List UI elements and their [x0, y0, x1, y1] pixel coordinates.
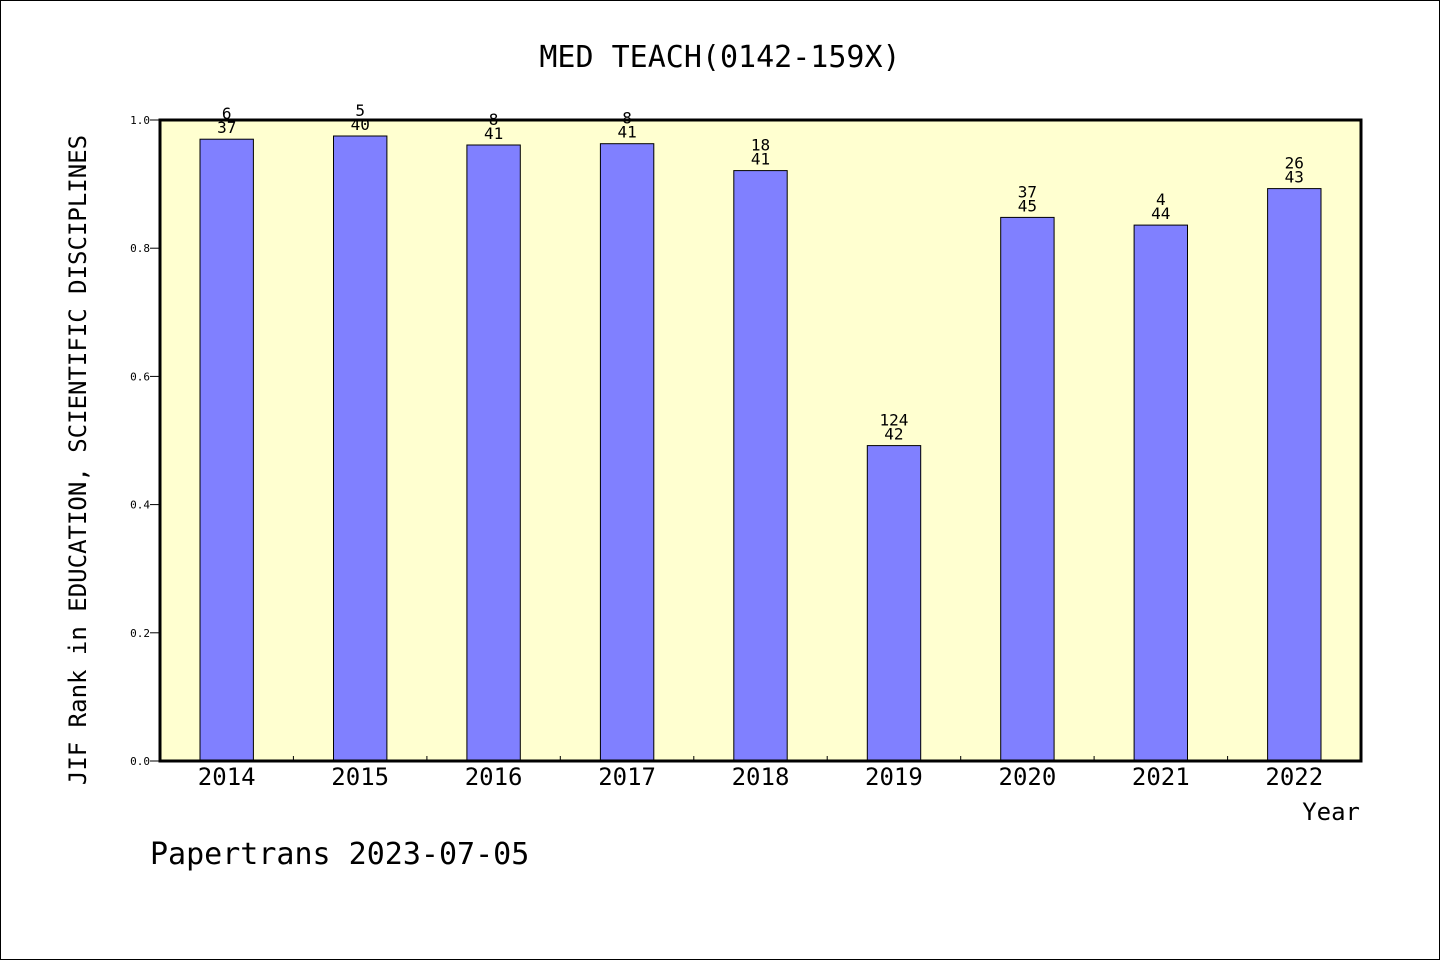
- y-tick-label: 0.4: [130, 499, 150, 512]
- x-tick-label-2022: 2022: [1265, 763, 1323, 791]
- footer-text: Papertrans 2023-07-05: [150, 837, 529, 872]
- y-ticks-group: 0.0 0.2 0.4 0.6 0.8 1.0: [130, 114, 160, 768]
- bar-2015: [333, 135, 388, 762]
- bar-2019: [866, 445, 922, 762]
- data-label-rank-2020: 37: [1018, 182, 1037, 201]
- y-axis-label: JIF Rank in EDUCATION, SCIENTIFIC DISCIP…: [64, 135, 92, 785]
- data-label-total-2018: 41: [751, 150, 770, 169]
- x-tick-label-2021: 2021: [1132, 763, 1190, 791]
- data-label-total-2016: 41: [484, 124, 503, 143]
- bar-2020: [1000, 216, 1055, 762]
- x-tick-label-2020: 2020: [999, 763, 1057, 791]
- chart-title: MED TEACH(0142-159X): [539, 40, 900, 75]
- bars-group: [199, 135, 1322, 762]
- bar-2016: [466, 144, 521, 762]
- x-tick-label-2019: 2019: [865, 763, 923, 791]
- y-tick-label: 0.2: [130, 627, 150, 640]
- data-label-total-2020: 45: [1018, 196, 1037, 215]
- x-ticks-group: 2014 2015 2016 2017 2018 2019 2020 2021 2022: [198, 756, 1323, 791]
- data-label-rank-2022: 26: [1285, 154, 1304, 173]
- bar-2022: [1267, 188, 1322, 762]
- data-label-total-2014: 37: [217, 118, 236, 137]
- data-label-total-2015: 40: [351, 115, 370, 134]
- x-tick-label-2014: 2014: [198, 763, 256, 791]
- data-label-rank-2017: 8: [622, 109, 632, 128]
- y-tick-label: 1.0: [130, 114, 150, 127]
- data-label-total-2017: 41: [617, 123, 636, 142]
- x-tick-label-2017: 2017: [598, 763, 656, 791]
- x-axis-label: Year: [1302, 798, 1360, 826]
- data-label-rank-2015: 5: [355, 101, 365, 120]
- data-label-rank-2019: 124: [879, 411, 908, 430]
- data-label-total-2019: 42: [884, 425, 903, 444]
- data-label-total-2021: 44: [1151, 204, 1170, 223]
- data-label-rank-2021: 4: [1156, 190, 1166, 209]
- data-label-rank-2014: 6: [222, 104, 232, 123]
- y-tick-label: 0.6: [130, 370, 150, 383]
- x-tick-label-2018: 2018: [732, 763, 790, 791]
- x-tick-label-2015: 2015: [331, 763, 389, 791]
- bar-2021: [1133, 224, 1188, 762]
- bar-2018: [733, 170, 788, 762]
- x-tick-label-2016: 2016: [465, 763, 523, 791]
- plot-border: [158, 118, 1363, 763]
- y-tick-label: 0.8: [130, 242, 150, 255]
- bar-2014: [199, 138, 254, 762]
- data-label-total-2022: 43: [1285, 168, 1304, 187]
- data-label-rank-2018: 18: [751, 136, 770, 155]
- bar-2017: [599, 143, 655, 762]
- y-tick-label: 0.0: [130, 755, 150, 768]
